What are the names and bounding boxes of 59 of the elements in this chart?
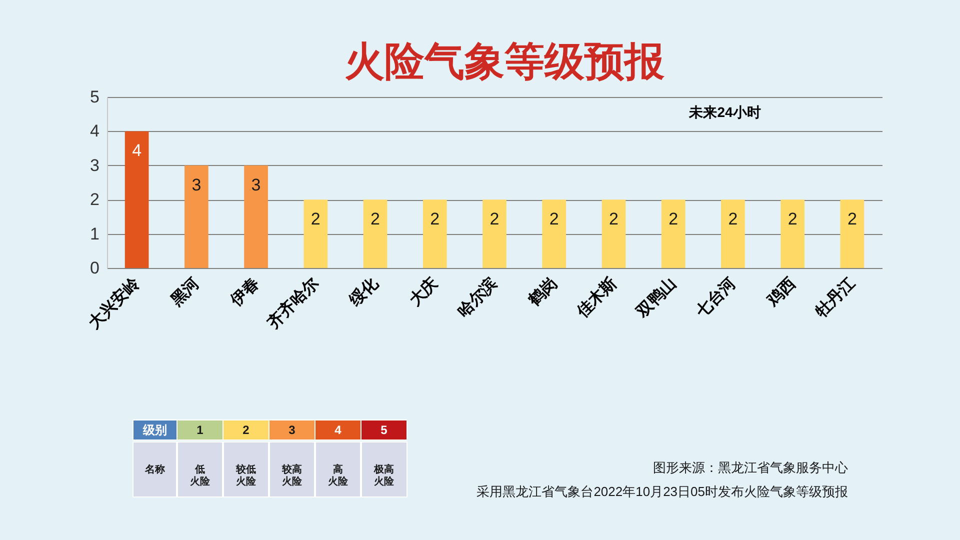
data-label: 2 [668, 210, 678, 229]
y-tick-label: 4 [90, 122, 100, 141]
x-tick-label: 绥化 [346, 273, 382, 310]
x-tick-label: 大庆 [406, 274, 442, 310]
bar [602, 200, 626, 268]
y-tick-label: 1 [90, 224, 100, 244]
data-label: 3 [288, 423, 296, 437]
y-tick-label: 2 [90, 190, 100, 210]
data-label: 3 [251, 175, 261, 194]
x-tick-label: 高火险 [328, 464, 349, 488]
text: 图形来源：黑龙江省气象服务中心 [653, 460, 848, 475]
data-label: 1 [196, 423, 204, 437]
bar [661, 200, 686, 268]
data-label: 2 [490, 210, 500, 229]
x-tick-label: 低火险 [190, 464, 211, 488]
x-tick-label: 伊春 [226, 274, 262, 310]
bar [184, 165, 208, 268]
bar [840, 200, 864, 268]
y-tick-label: 3 [90, 156, 100, 175]
data-label: 4 [132, 141, 142, 160]
x-tick-label: 鸡西 [764, 274, 799, 310]
data-label: 2 [608, 210, 618, 229]
x-tick-label: 较高火险 [281, 464, 303, 488]
y-tick-label: 级别 [142, 423, 167, 437]
x-axis-title: 名称 [144, 464, 166, 476]
bar [542, 200, 566, 268]
bar [244, 165, 268, 268]
x-tick-label: 哈尔滨 [454, 274, 501, 321]
x-tick-label: 佳木斯 [572, 274, 620, 322]
data-label: 2 [430, 210, 440, 229]
x-tick-label: 极高火险 [373, 464, 395, 488]
text: 未来24小时 [688, 104, 761, 120]
x-tick-label: 七台河 [692, 274, 740, 322]
bar [363, 200, 388, 268]
data-label: 2 [788, 210, 798, 229]
data-label: 2 [549, 210, 559, 229]
x-tick-label: 黑河 [166, 274, 203, 310]
data-label: 2 [728, 210, 738, 229]
x-tick-label: 双鸭山 [632, 274, 680, 322]
data-label: 4 [334, 423, 342, 437]
bar [482, 200, 506, 268]
bar [721, 200, 745, 268]
bar [124, 131, 149, 268]
bar [304, 200, 328, 268]
data-label: 2 [370, 210, 380, 229]
x-tick-label: 齐齐哈尔 [264, 273, 323, 332]
data-label: 5 [380, 423, 388, 437]
x-tick-label: 牡丹江 [811, 274, 859, 322]
x-tick-label: 鹤岗 [524, 274, 560, 310]
y-tick-label: 5 [90, 88, 100, 106]
chart-title: 火险气象等级预报 [344, 40, 666, 84]
data-label: 2 [242, 423, 250, 437]
data-label: 2 [847, 210, 857, 229]
bar [422, 200, 447, 268]
data-label: 2 [310, 210, 320, 229]
text: 采用黑龙江省气象台2022年10月23日05时发布火险气象等级预报 [476, 484, 848, 499]
bar [780, 200, 804, 268]
data-label: 3 [192, 175, 202, 194]
x-tick-label: 较低火险 [235, 464, 257, 488]
